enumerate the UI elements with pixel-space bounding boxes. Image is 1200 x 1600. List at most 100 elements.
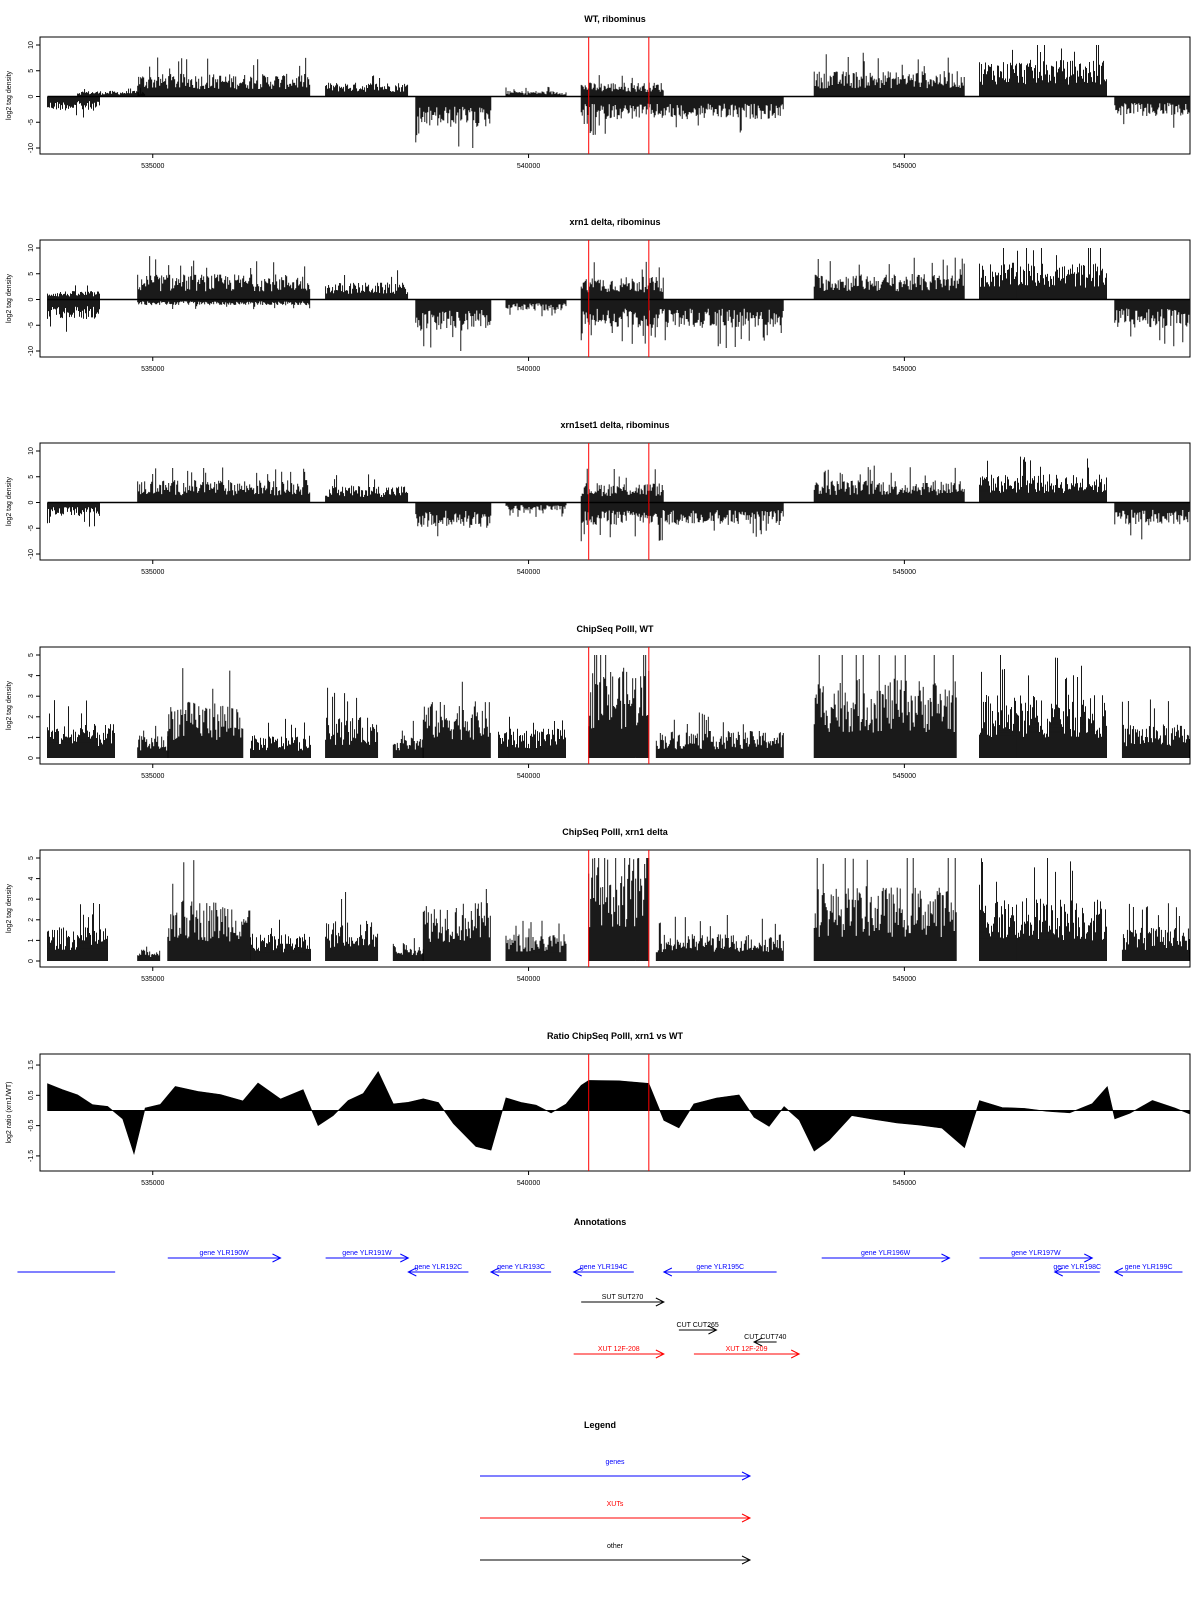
x-tick-label: 535000 — [141, 773, 164, 780]
y-axis-label: log2 tag density — [6, 883, 13, 933]
y-tick-label: -10 — [28, 549, 35, 559]
feature-label: gene YLR198C — [1053, 1264, 1101, 1271]
signal-segment — [47, 96, 100, 118]
signal-segment — [498, 716, 566, 758]
arrow-head — [741, 1471, 752, 1481]
y-tick-label: 5 — [28, 856, 35, 860]
feature-label: XUT 12F-208 — [598, 1346, 640, 1353]
y-tick-label: 0 — [28, 297, 35, 301]
panel-title: ChipSeq PolII, WT — [577, 624, 654, 634]
feature-label: gene YLR193C — [497, 1264, 545, 1271]
legend-title: Legend — [584, 1420, 616, 1430]
signal-segment — [137, 946, 161, 961]
other-feature: CUT CUT740 — [744, 1334, 787, 1347]
signal-bars — [137, 725, 169, 758]
y-axis-label: log2 tag density — [6, 680, 13, 730]
signal-segment — [1114, 96, 1191, 128]
signal-bars — [47, 96, 100, 118]
legend-item: genes — [480, 1459, 752, 1481]
y-tick-label: -0.5 — [28, 1119, 35, 1131]
legend-label: XUTs — [607, 1501, 624, 1508]
signal-segment — [250, 718, 311, 758]
feature-label: CUT CUT740 — [744, 1334, 786, 1341]
signal-bars — [505, 502, 567, 517]
xut-feature: XUT 12F-209 — [693, 1346, 801, 1359]
signal-segment — [1121, 699, 1190, 758]
plot-frame — [39, 849, 1191, 968]
y-tick-label: 10 — [28, 244, 35, 252]
y-tick-label: 5 — [28, 272, 35, 276]
signal-segment — [250, 919, 311, 961]
feature-label: XUT 12F-209 — [726, 1346, 768, 1353]
y-tick-label: 3 — [28, 897, 35, 901]
signal-bars — [813, 257, 965, 300]
panel-6: Ratio ChipSeq PolII, xrn1 vs WT log2 rati… — [6, 1031, 1191, 1187]
y-tick-label: 5 — [28, 475, 35, 479]
signal-bars — [580, 75, 664, 97]
plot-frame — [39, 646, 1191, 765]
signal-segment — [415, 299, 492, 351]
y-tick-label: -5 — [28, 525, 35, 531]
signal-bars — [580, 299, 784, 348]
feature-label: gene YLR191W — [342, 1250, 392, 1257]
arrow-head — [752, 1337, 763, 1347]
signal-segment — [655, 712, 784, 758]
signal-segment — [979, 655, 1107, 758]
gene-feature: gene YLR197W — [979, 1250, 1094, 1263]
legend-item: XUTs — [480, 1501, 752, 1523]
x-tick-label: 535000 — [141, 1180, 164, 1187]
signal-bars — [250, 919, 311, 961]
x-tick-label: 545000 — [893, 1180, 916, 1187]
x-tick-label: 540000 — [517, 773, 540, 780]
x-tick-label: 540000 — [517, 1180, 540, 1187]
signal-bars — [505, 86, 567, 97]
signal-bars — [979, 858, 1107, 961]
feature-label: CUT CUT265 — [677, 1322, 719, 1329]
signal-bars — [580, 96, 784, 135]
y-tick-label: 0 — [28, 94, 35, 98]
signal-bars — [137, 256, 311, 300]
signal-segment — [505, 920, 567, 961]
signal-bars — [979, 655, 1107, 758]
plot-frame — [39, 442, 1191, 561]
feature-label: gene YLR194C — [580, 1264, 628, 1271]
y-tick-label: -1.5 — [28, 1150, 35, 1162]
signal-bars — [47, 700, 115, 758]
signal-bars — [325, 474, 409, 503]
signal-bars — [979, 456, 1107, 503]
signal-segment — [588, 858, 650, 961]
signal-segment — [813, 655, 957, 758]
signal-segment — [422, 681, 491, 758]
signal-bars — [813, 858, 957, 961]
signal-segment — [392, 938, 424, 961]
signal-segment — [47, 502, 100, 527]
ratio-area — [47, 1070, 1191, 1156]
signal-bars — [1114, 502, 1191, 540]
signal-bars — [392, 720, 424, 758]
gene-feature: gene YLR199C — [1113, 1264, 1183, 1277]
signal-segment — [422, 889, 491, 961]
gene-feature: gene YLR190W — [167, 1250, 282, 1263]
signal-segment — [813, 257, 965, 300]
x-tick-label: 535000 — [141, 569, 164, 576]
signal-bars — [137, 467, 311, 503]
arrow-head — [1084, 1253, 1094, 1263]
signal-bars — [47, 299, 100, 332]
signal-bars — [813, 52, 965, 97]
signal-bars — [325, 892, 379, 961]
x-tick-label: 535000 — [141, 163, 164, 170]
x-tick-label: 535000 — [141, 976, 164, 983]
y-axis-label: log2 tag density — [6, 273, 13, 323]
signal-bars — [979, 248, 1107, 300]
signal-segment — [655, 915, 784, 961]
signal-bars — [167, 860, 251, 961]
signal-segment — [415, 96, 492, 148]
feature-label: gene YLR199C — [1125, 1264, 1173, 1271]
signal-segment — [325, 270, 409, 300]
signal-segment — [47, 903, 108, 961]
y-tick-label: 10 — [28, 447, 35, 455]
arrow-head — [272, 1253, 282, 1263]
signal-segment — [813, 465, 965, 503]
xut-feature: XUT 12F-208 — [573, 1346, 665, 1359]
